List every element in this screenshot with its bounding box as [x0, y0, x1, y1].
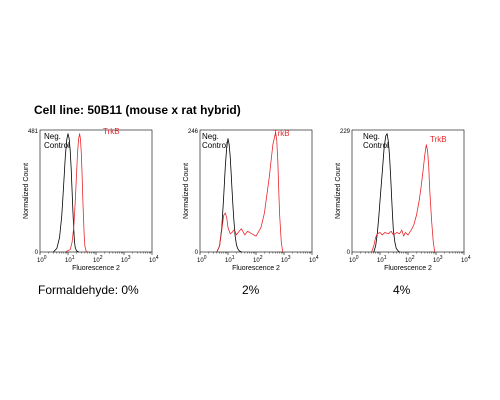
trkb-curve: [216, 132, 284, 253]
y-axis-label: Normalized Count: [335, 163, 342, 219]
x-tick-label: 103: [121, 255, 131, 264]
histogram-chart: 100 101 102 103 104 481 0 Fluorescence 2 Normali…: [23, 127, 159, 272]
x-tick-label: 103: [433, 255, 443, 264]
cell-line-title: Cell line: 50B11 (mouse x rat hybrid): [34, 103, 241, 117]
y-axis-label: Normalized Count: [183, 163, 190, 219]
y-min-label: 0: [195, 250, 199, 256]
x-tick-label: 103: [281, 255, 291, 264]
y-max-label: 229: [340, 129, 351, 135]
x-tick-label: 100: [197, 255, 207, 264]
x-tick-label: 102: [253, 255, 263, 264]
y-max-label: 246: [188, 129, 199, 135]
condition-label-2: 4%: [393, 283, 411, 297]
y-min-label: 0: [347, 250, 351, 256]
x-tick-label: 101: [377, 255, 387, 264]
neg-control-curve: [373, 133, 400, 253]
neg-control-label: Neg. Control: [44, 132, 70, 150]
condition-label-0: Formaldehyde: 0%: [38, 283, 139, 297]
histogram-panel-4percent: 100 101 102 103 104 229 0 Fluorescence 2 Normali…: [330, 124, 471, 274]
x-axis-label: Fluorescence 2: [232, 265, 280, 272]
y-max-label: 481: [28, 129, 39, 135]
histogram-chart: 100 101 102 103 104 229 0 Fluorescence 2 Normali…: [335, 129, 471, 272]
x-tick-label: 104: [461, 255, 471, 264]
x-tick-label: 102: [405, 255, 415, 264]
histogram-panel-2percent: 100 101 102 103 104 246 0 Fluorescence 2 Normali…: [178, 124, 319, 274]
trkb-curve: [65, 133, 88, 253]
x-tick-label: 104: [309, 255, 319, 264]
x-axis-label: Fluorescence 2: [384, 265, 432, 272]
histogram-chart: 100 101 102 103 104 246 0 Fluorescence 2 Normali…: [183, 129, 319, 272]
condition-label-1: 2%: [242, 283, 260, 297]
x-tick-label: 101: [65, 255, 75, 264]
x-tick-label: 101: [225, 255, 235, 264]
trkb-label: TrkB: [103, 127, 120, 136]
trkb-label: TrkB: [273, 129, 290, 138]
trkb-curve: [371, 144, 436, 253]
trkb-label: TrkB: [430, 135, 447, 144]
x-tick-label: 104: [149, 255, 159, 264]
y-axis-label: Normalized Count: [23, 163, 30, 219]
neg-control-label: Neg. Control: [363, 132, 389, 150]
neg-control-curve: [53, 133, 79, 253]
y-min-label: 0: [35, 250, 39, 256]
x-tick-label: 100: [349, 255, 359, 264]
x-tick-label: 102: [93, 255, 103, 264]
neg-control-curve: [216, 138, 242, 253]
histogram-panel-0percent: 100 101 102 103 104 481 0 Fluorescence 2 Normali…: [18, 124, 159, 274]
neg-control-label: Neg. Control: [202, 132, 228, 150]
x-axis-label: Fluorescence 2: [72, 265, 120, 272]
x-tick-label: 100: [37, 255, 47, 264]
